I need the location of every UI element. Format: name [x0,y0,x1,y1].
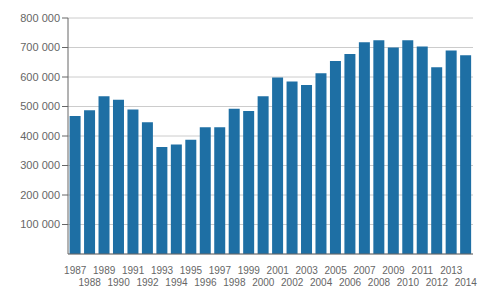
svg-text:1995: 1995 [180,265,203,276]
svg-text:700 000: 700 000 [20,41,60,53]
svg-text:1994: 1994 [165,277,188,288]
svg-text:1996: 1996 [194,277,217,288]
svg-text:1997: 1997 [209,265,232,276]
svg-text:2014: 2014 [455,277,478,288]
svg-text:2013: 2013 [440,265,463,276]
svg-text:300 000: 300 000 [20,159,60,171]
svg-text:1989: 1989 [93,265,116,276]
svg-text:2003: 2003 [296,265,319,276]
svg-text:400 000: 400 000 [20,130,60,142]
svg-text:500 000: 500 000 [20,100,60,112]
svg-text:1990: 1990 [108,277,131,288]
svg-text:600 000: 600 000 [20,71,60,83]
svg-text:1991: 1991 [122,265,145,276]
svg-text:1988: 1988 [79,277,102,288]
svg-text:1993: 1993 [151,265,174,276]
svg-text:2011: 2011 [412,265,434,276]
svg-text:2002: 2002 [281,277,304,288]
svg-text:1999: 1999 [238,265,261,276]
svg-text:2006: 2006 [339,277,362,288]
svg-text:2001: 2001 [267,265,290,276]
svg-text:100 000: 100 000 [20,218,60,230]
svg-text:200 000: 200 000 [20,189,60,201]
svg-text:2009: 2009 [382,265,405,276]
svg-text:1998: 1998 [223,277,246,288]
svg-text:800 000: 800 000 [20,12,60,24]
svg-text:2004: 2004 [310,277,333,288]
svg-text:2005: 2005 [324,265,347,276]
svg-text:1987: 1987 [64,265,87,276]
svg-text:2010: 2010 [397,277,420,288]
svg-text:2007: 2007 [353,265,376,276]
svg-text:1992: 1992 [136,277,159,288]
svg-text:2012: 2012 [426,277,449,288]
svg-text:2008: 2008 [368,277,391,288]
svg-text:2000: 2000 [252,277,275,288]
